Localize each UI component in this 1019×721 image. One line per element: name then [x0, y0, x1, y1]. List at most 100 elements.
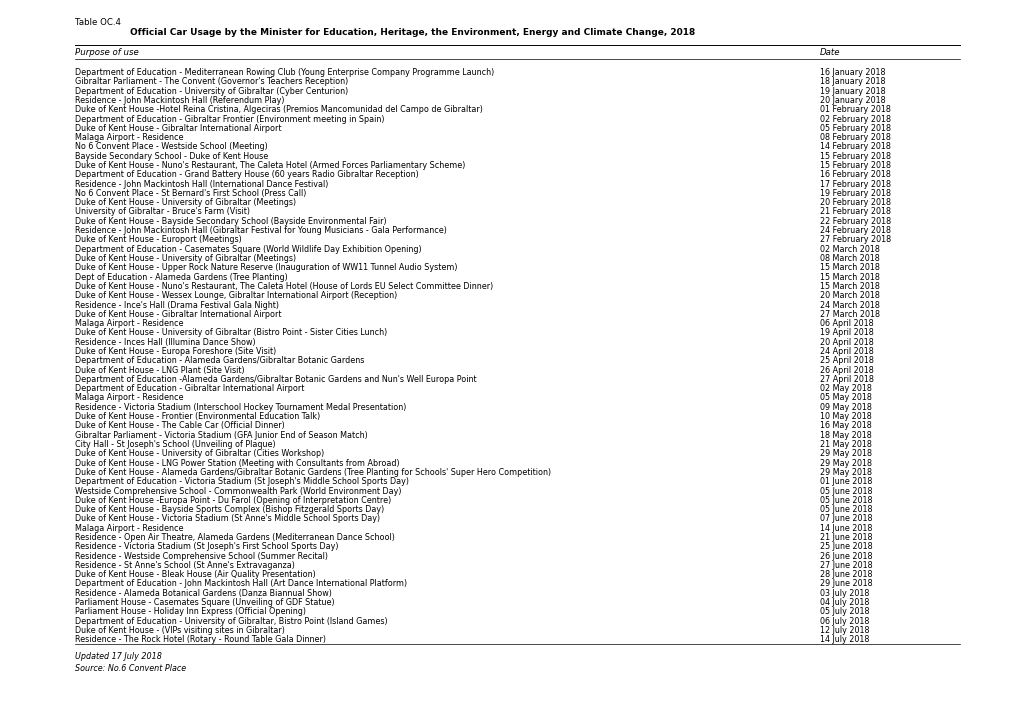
- Text: Duke of Kent House - Gibraltar International Airport: Duke of Kent House - Gibraltar Internati…: [75, 310, 281, 319]
- Text: 19 April 2018: 19 April 2018: [819, 328, 873, 337]
- Text: 29 June 2018: 29 June 2018: [819, 580, 872, 588]
- Text: Residence - John Mackintosh Hall (Gibraltar Festival for Young Musicians - Gala : Residence - John Mackintosh Hall (Gibral…: [75, 226, 446, 235]
- Text: 02 March 2018: 02 March 2018: [819, 244, 879, 254]
- Text: 05 June 2018: 05 June 2018: [819, 496, 871, 505]
- Text: 14 February 2018: 14 February 2018: [819, 143, 890, 151]
- Text: Source: No.6 Convent Place: Source: No.6 Convent Place: [75, 663, 185, 673]
- Text: 05 February 2018: 05 February 2018: [819, 124, 891, 133]
- Text: Malaga Airport - Residence: Malaga Airport - Residence: [75, 394, 183, 402]
- Text: 14 July 2018: 14 July 2018: [819, 635, 868, 645]
- Text: Department of Education - University of Gibraltar, Bistro Point (Island Games): Department of Education - University of …: [75, 616, 387, 626]
- Text: Residence - Westside Comprehensive School (Summer Recital): Residence - Westside Comprehensive Schoo…: [75, 552, 328, 561]
- Text: Gibraltar Parliament - The Convent (Governor's Teachers Reception): Gibraltar Parliament - The Convent (Gove…: [75, 77, 347, 87]
- Text: Residence - John Mackintosh Hall (International Dance Festival): Residence - John Mackintosh Hall (Intern…: [75, 180, 328, 189]
- Text: 27 June 2018: 27 June 2018: [819, 561, 872, 570]
- Text: Duke of Kent House - University of Gibraltar (Cities Workshop): Duke of Kent House - University of Gibra…: [75, 449, 324, 459]
- Text: Duke of Kent House - University of Gibraltar (Meetings): Duke of Kent House - University of Gibra…: [75, 254, 296, 263]
- Text: No 6 Convent Place - St Bernard's First School (Press Call): No 6 Convent Place - St Bernard's First …: [75, 189, 306, 198]
- Text: 16 May 2018: 16 May 2018: [819, 421, 871, 430]
- Text: Department of Education - John Mackintosh Hall (Art Dance International Platform: Department of Education - John Mackintos…: [75, 580, 407, 588]
- Text: 02 May 2018: 02 May 2018: [819, 384, 871, 393]
- Text: 05 July 2018: 05 July 2018: [819, 607, 868, 616]
- Text: 27 April 2018: 27 April 2018: [819, 375, 873, 384]
- Text: 24 February 2018: 24 February 2018: [819, 226, 891, 235]
- Text: 21 May 2018: 21 May 2018: [819, 440, 871, 449]
- Text: Duke of Kent House - Europort (Meetings): Duke of Kent House - Europort (Meetings): [75, 235, 242, 244]
- Text: No 6 Convent Place - Westside School (Meeting): No 6 Convent Place - Westside School (Me…: [75, 143, 268, 151]
- Text: 16 February 2018: 16 February 2018: [819, 170, 890, 180]
- Text: 21 February 2018: 21 February 2018: [819, 208, 891, 216]
- Text: Table OC.4: Table OC.4: [75, 18, 121, 27]
- Text: 03 July 2018: 03 July 2018: [819, 589, 868, 598]
- Text: 09 May 2018: 09 May 2018: [819, 403, 871, 412]
- Text: Duke of Kent House - University of Gibraltar (Meetings): Duke of Kent House - University of Gibra…: [75, 198, 296, 207]
- Text: Malaga Airport - Residence: Malaga Airport - Residence: [75, 319, 183, 328]
- Text: Department of Education - University of Gibraltar (Cyber Centurion): Department of Education - University of …: [75, 87, 347, 96]
- Text: Duke of Kent House - Europa Foreshore (Site Visit): Duke of Kent House - Europa Foreshore (S…: [75, 347, 276, 356]
- Text: 15 March 2018: 15 March 2018: [819, 273, 879, 282]
- Text: Residence - Victoria Stadium (St Joseph's First School Sports Day): Residence - Victoria Stadium (St Joseph'…: [75, 542, 338, 552]
- Text: Duke of Kent House -Hotel Reina Cristina, Algeciras (Premios Mancomunidad del Ca: Duke of Kent House -Hotel Reina Cristina…: [75, 105, 482, 114]
- Text: City Hall - St Joseph's School (Unveiling of Plaque): City Hall - St Joseph's School (Unveilin…: [75, 440, 275, 449]
- Text: 29 May 2018: 29 May 2018: [819, 459, 871, 468]
- Text: 02 February 2018: 02 February 2018: [819, 115, 891, 123]
- Text: Department of Education - Victoria Stadium (St Joseph's Middle School Sports Day: Department of Education - Victoria Stadi…: [75, 477, 409, 486]
- Text: 06 July 2018: 06 July 2018: [819, 616, 868, 626]
- Text: 24 April 2018: 24 April 2018: [819, 347, 873, 356]
- Text: Duke of Kent House - Frontier (Environmental Education Talk): Duke of Kent House - Frontier (Environme…: [75, 412, 320, 421]
- Text: 19 January 2018: 19 January 2018: [819, 87, 884, 96]
- Text: Parliament House - Holiday Inn Express (Official Opening): Parliament House - Holiday Inn Express (…: [75, 607, 306, 616]
- Text: Residence - Open Air Theatre, Alameda Gardens (Mediterranean Dance School): Residence - Open Air Theatre, Alameda Ga…: [75, 533, 394, 542]
- Text: 15 March 2018: 15 March 2018: [819, 282, 879, 291]
- Text: Duke of Kent House - Victoria Stadium (St Anne's Middle School Sports Day): Duke of Kent House - Victoria Stadium (S…: [75, 514, 380, 523]
- Text: Residence - St Anne's School (St Anne's Extravaganza): Residence - St Anne's School (St Anne's …: [75, 561, 294, 570]
- Text: Date: Date: [819, 48, 840, 57]
- Text: Duke of Kent House - Bayside Sports Complex (Bishop Fitzgerald Sports Day): Duke of Kent House - Bayside Sports Comp…: [75, 505, 384, 514]
- Text: 29 May 2018: 29 May 2018: [819, 449, 871, 459]
- Text: Department of Education - Grand Battery House (60 years Radio Gibraltar Receptio: Department of Education - Grand Battery …: [75, 170, 419, 180]
- Text: Department of Education - Mediterranean Rowing Club (Young Enterprise Company Pr: Department of Education - Mediterranean …: [75, 68, 494, 77]
- Text: Department of Education - Gibraltar International Airport: Department of Education - Gibraltar Inte…: [75, 384, 304, 393]
- Text: 25 April 2018: 25 April 2018: [819, 356, 873, 366]
- Text: Department of Education -Alameda Gardens/Gibraltar Botanic Gardens and Nun's Wel: Department of Education -Alameda Gardens…: [75, 375, 476, 384]
- Text: 20 February 2018: 20 February 2018: [819, 198, 891, 207]
- Text: Duke of Kent House - University of Gibraltar (Bistro Point - Sister Cities Lunch: Duke of Kent House - University of Gibra…: [75, 328, 387, 337]
- Text: Updated 17 July 2018: Updated 17 July 2018: [75, 652, 162, 660]
- Text: Duke of Kent House - LNG Plant (Site Visit): Duke of Kent House - LNG Plant (Site Vis…: [75, 366, 245, 375]
- Text: 01 June 2018: 01 June 2018: [819, 477, 871, 486]
- Text: 08 March 2018: 08 March 2018: [819, 254, 878, 263]
- Text: 18 January 2018: 18 January 2018: [819, 77, 884, 87]
- Text: University of Gibraltar - Bruce's Farm (Visit): University of Gibraltar - Bruce's Farm (…: [75, 208, 250, 216]
- Text: 06 April 2018: 06 April 2018: [819, 319, 872, 328]
- Text: 26 April 2018: 26 April 2018: [819, 366, 873, 375]
- Text: 14 June 2018: 14 June 2018: [819, 523, 871, 533]
- Text: 26 June 2018: 26 June 2018: [819, 552, 871, 561]
- Text: 15 March 2018: 15 March 2018: [819, 263, 879, 273]
- Text: Duke of Kent House - The Cable Car (Official Dinner): Duke of Kent House - The Cable Car (Offi…: [75, 421, 284, 430]
- Text: Duke of Kent House - Bayside Secondary School (Bayside Environmental Fair): Duke of Kent House - Bayside Secondary S…: [75, 217, 386, 226]
- Text: 12 July 2018: 12 July 2018: [819, 626, 868, 635]
- Text: 16 January 2018: 16 January 2018: [819, 68, 884, 77]
- Text: Parliament House - Casemates Square (Unveiling of GDF Statue): Parliament House - Casemates Square (Unv…: [75, 598, 334, 607]
- Text: 20 April 2018: 20 April 2018: [819, 337, 873, 347]
- Text: Duke of Kent House - Alameda Gardens/Gibraltar Botanic Gardens (Tree Planting fo: Duke of Kent House - Alameda Gardens/Gib…: [75, 468, 550, 477]
- Text: Residence - John Mackintosh Hall (Referendum Play): Residence - John Mackintosh Hall (Refere…: [75, 96, 284, 105]
- Text: 18 May 2018: 18 May 2018: [819, 430, 871, 440]
- Text: 01 February 2018: 01 February 2018: [819, 105, 890, 114]
- Text: 27 March 2018: 27 March 2018: [819, 310, 879, 319]
- Text: 15 February 2018: 15 February 2018: [819, 161, 891, 170]
- Text: Malaga Airport - Residence: Malaga Airport - Residence: [75, 523, 183, 533]
- Text: 21 June 2018: 21 June 2018: [819, 533, 871, 542]
- Text: Duke of Kent House - Upper Rock Nature Reserve (Inauguration of WW11 Tunnel Audi: Duke of Kent House - Upper Rock Nature R…: [75, 263, 458, 273]
- Text: Duke of Kent House - Gibraltar International Airport: Duke of Kent House - Gibraltar Internati…: [75, 124, 281, 133]
- Text: 27 February 2018: 27 February 2018: [819, 235, 891, 244]
- Text: 05 June 2018: 05 June 2018: [819, 487, 871, 495]
- Text: Duke of Kent House - LNG Power Station (Meeting with Consultants from Abroad): Duke of Kent House - LNG Power Station (…: [75, 459, 399, 468]
- Text: Department of Education - Gibraltar Frontier (Environment meeting in Spain): Department of Education - Gibraltar Fron…: [75, 115, 384, 123]
- Text: Duke of Kent House - (VIPs visiting sites in Gibraltar): Duke of Kent House - (VIPs visiting site…: [75, 626, 284, 635]
- Text: Residence - Alameda Botanical Gardens (Danza Biannual Show): Residence - Alameda Botanical Gardens (D…: [75, 589, 331, 598]
- Text: 25 June 2018: 25 June 2018: [819, 542, 872, 552]
- Text: 08 February 2018: 08 February 2018: [819, 133, 890, 142]
- Text: Gibraltar Parliament - Victoria Stadium (GFA Junior End of Season Match): Gibraltar Parliament - Victoria Stadium …: [75, 430, 368, 440]
- Text: 07 June 2018: 07 June 2018: [819, 514, 871, 523]
